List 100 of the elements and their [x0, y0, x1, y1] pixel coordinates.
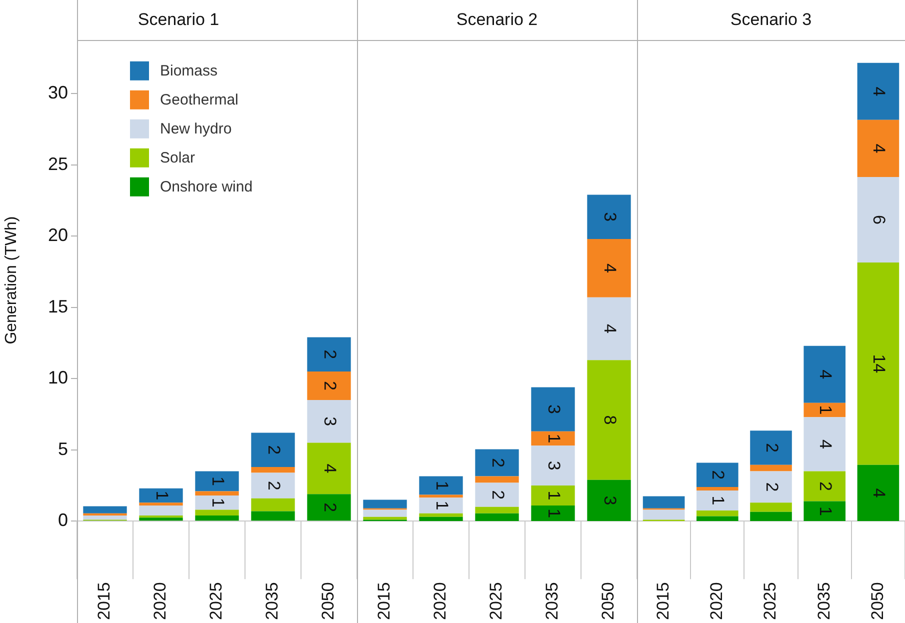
x-tick-label: 2020 [707, 582, 726, 620]
bar [857, 464, 900, 522]
bar [804, 501, 846, 522]
bar [363, 516, 407, 520]
bar [307, 337, 351, 372]
bar [750, 464, 792, 472]
data-label: 2 [762, 482, 782, 492]
legend-label: Geothermal [160, 92, 238, 109]
bar [251, 432, 295, 468]
x-tick-label: 2035 [262, 582, 282, 620]
data-label: 6 [870, 214, 889, 224]
bar [307, 494, 351, 521]
bar [804, 471, 846, 502]
data-label: 2 [816, 482, 835, 491]
bar [587, 238, 631, 298]
x-tick-label: 2015 [94, 582, 114, 620]
legend-label: Onshore wind [160, 178, 253, 196]
x-tick-label: 2050 [868, 582, 887, 620]
data-label: 1 [432, 480, 452, 490]
x-tick-label: 2015 [374, 582, 394, 620]
x-tick-label: 2025 [486, 582, 506, 620]
data-label: 1 [432, 500, 452, 510]
legend-label: Solar [160, 150, 196, 167]
data-label: 2 [762, 443, 782, 453]
bar [857, 262, 900, 465]
bar [419, 513, 463, 517]
bar [804, 346, 846, 403]
bar [363, 500, 407, 508]
data-label: 1 [208, 498, 228, 508]
data-label: 1 [544, 508, 564, 518]
bar [195, 515, 239, 521]
data-label: 4 [816, 439, 835, 449]
bar [804, 402, 846, 418]
chart-title: Scenario 2 [456, 10, 538, 29]
data-label: 2 [320, 381, 340, 391]
data-label: 3 [544, 404, 564, 414]
bar [857, 62, 900, 120]
bar [139, 502, 183, 506]
data-label: 4 [816, 370, 835, 380]
bar [531, 486, 575, 506]
data-label: 2 [488, 490, 508, 500]
bar [475, 476, 519, 483]
bar [419, 498, 463, 514]
bar [696, 490, 738, 510]
data-label: 4 [320, 464, 340, 474]
data-label: 2 [488, 458, 508, 468]
bar [83, 506, 127, 514]
bar [419, 476, 463, 495]
chart-title: Scenario 3 [730, 10, 812, 29]
x-tick-label: 2035 [542, 582, 562, 620]
data-label: 4 [870, 144, 889, 154]
x-tick-label: 2035 [814, 582, 834, 620]
bar [750, 430, 792, 465]
bar [531, 446, 575, 486]
bar [696, 510, 738, 516]
data-label: 8 [600, 415, 620, 425]
bar [251, 472, 295, 498]
data-label: 1 [708, 496, 728, 506]
x-tick-label: 2020 [430, 582, 450, 620]
bar [587, 297, 631, 360]
data-label: 1 [816, 405, 835, 415]
data-label: 4 [600, 263, 620, 273]
bar [419, 516, 463, 522]
data-label: 1 [816, 506, 835, 516]
bar [531, 431, 575, 446]
data-label: 2 [264, 480, 284, 490]
bar [750, 502, 792, 512]
data-label: 4 [870, 488, 889, 498]
data-label: 2 [264, 445, 284, 455]
bar [195, 471, 239, 492]
legend-label: Biomass [160, 62, 218, 80]
x-tick-label: 2020 [150, 582, 170, 620]
data-label: 3 [600, 212, 620, 222]
data-label: 2 [708, 470, 728, 480]
bar [531, 506, 575, 522]
y-tick-label: 5 [58, 438, 68, 459]
bar [857, 120, 900, 177]
data-label: 1 [208, 476, 228, 486]
data-label: 1 [152, 490, 172, 500]
data-label: 4 [600, 324, 620, 334]
bar [139, 488, 183, 503]
bar [251, 467, 295, 473]
bar [587, 194, 631, 239]
data-label: 2 [320, 502, 340, 512]
bar [750, 512, 792, 522]
y-tick-label: 15 [48, 296, 68, 316]
data-label: 4 [870, 86, 889, 96]
bar [195, 510, 239, 516]
y-tick-label: 25 [48, 154, 68, 174]
data-label: 3 [320, 416, 340, 426]
y-tick-label: 0 [58, 510, 68, 530]
x-tick-label: 2015 [653, 582, 672, 620]
bar [139, 506, 183, 516]
y-tick-label: 10 [48, 368, 68, 388]
data-label: 3 [544, 460, 564, 470]
data-label: 14 [870, 354, 889, 374]
bar [642, 510, 685, 520]
legend-label: New hydro [160, 120, 232, 138]
y-tick-label: 20 [48, 225, 68, 246]
bar [195, 491, 239, 496]
